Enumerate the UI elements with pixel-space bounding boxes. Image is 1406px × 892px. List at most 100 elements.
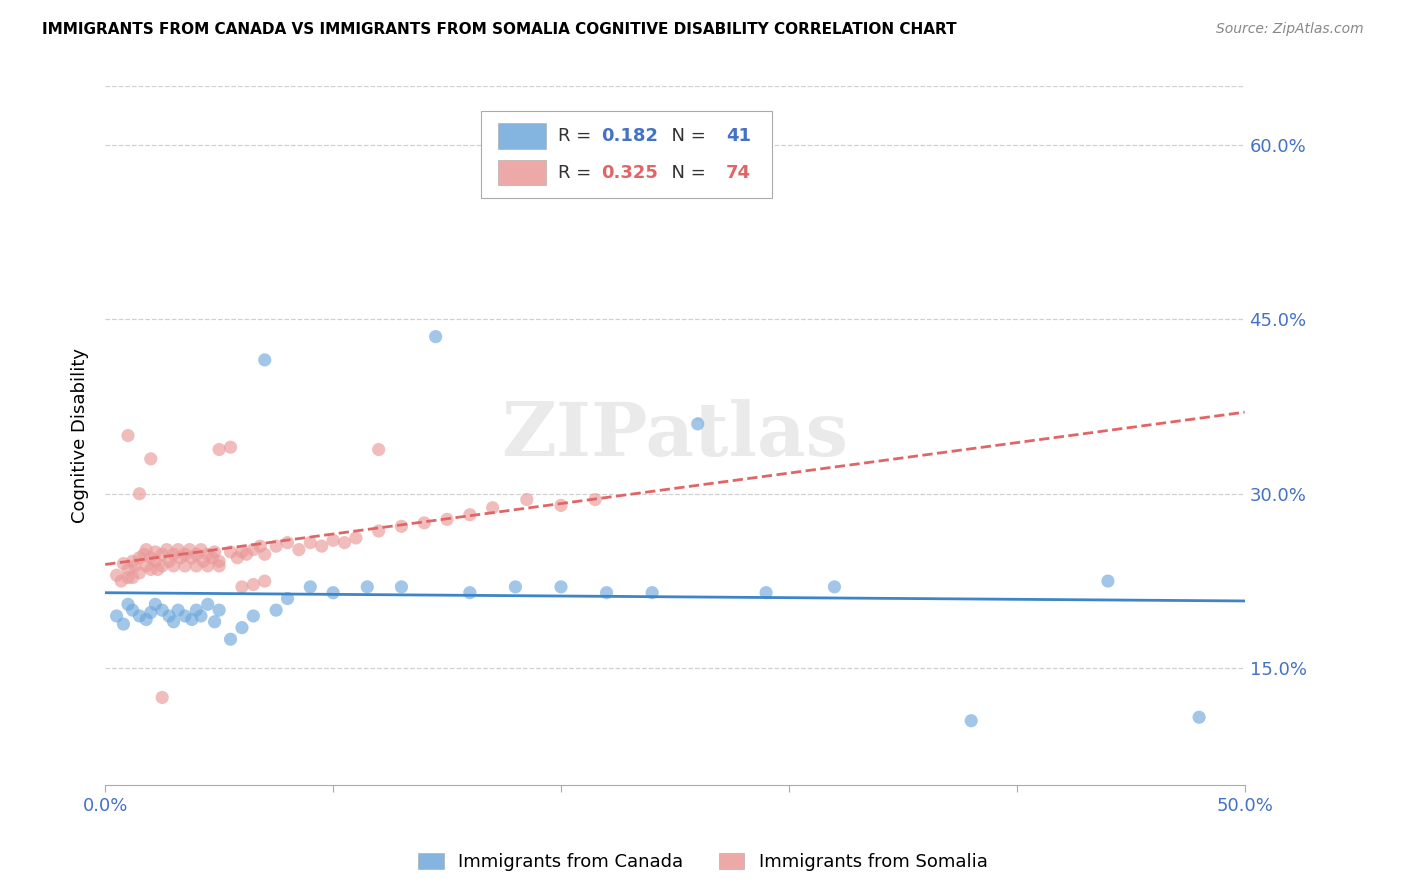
Point: [550, 580, 572, 594]
Point: [458, 585, 481, 599]
Point: [124, 558, 146, 573]
Point: [595, 585, 617, 599]
Point: [391, 519, 413, 533]
Point: [208, 603, 231, 617]
Point: [425, 329, 447, 343]
Point: [135, 558, 157, 573]
Point: [249, 539, 271, 553]
Point: [135, 542, 157, 557]
Point: [112, 617, 135, 632]
Point: [219, 632, 242, 647]
Point: [180, 612, 202, 626]
Point: [186, 547, 208, 561]
Point: [105, 568, 128, 582]
Point: [167, 542, 190, 557]
Point: [583, 492, 606, 507]
Text: N =: N =: [661, 127, 711, 145]
Point: [299, 535, 322, 549]
Point: [204, 545, 226, 559]
Point: [264, 603, 287, 617]
Text: 74: 74: [727, 164, 751, 182]
Point: [117, 598, 139, 612]
Point: [322, 533, 344, 548]
Point: [150, 690, 173, 705]
Point: [264, 539, 287, 553]
Text: IMMIGRANTS FROM CANADA VS IMMIGRANTS FROM SOMALIA COGNITIVE DISABILITY CORRELATI: IMMIGRANTS FROM CANADA VS IMMIGRANTS FRO…: [42, 22, 957, 37]
Point: [299, 580, 322, 594]
Point: [112, 557, 135, 571]
Point: [139, 550, 162, 565]
Point: [150, 558, 173, 573]
Point: [162, 558, 184, 573]
Point: [197, 547, 219, 561]
Point: [139, 451, 162, 466]
Point: [253, 574, 276, 588]
Point: [157, 554, 180, 568]
Point: [121, 570, 143, 584]
Point: [186, 603, 208, 617]
Point: [242, 577, 264, 591]
Text: 41: 41: [727, 127, 751, 145]
Point: [150, 603, 173, 617]
Point: [333, 535, 356, 549]
Point: [190, 542, 212, 557]
Point: [121, 603, 143, 617]
Point: [242, 542, 264, 557]
Point: [117, 562, 139, 576]
Point: [169, 550, 191, 565]
Point: [128, 609, 150, 624]
Point: [208, 558, 231, 573]
Point: [276, 591, 298, 606]
Point: [162, 547, 184, 561]
Text: Source: ZipAtlas.com: Source: ZipAtlas.com: [1216, 22, 1364, 37]
Point: [128, 566, 150, 580]
Point: [458, 508, 481, 522]
Point: [641, 585, 664, 599]
Point: [197, 598, 219, 612]
Point: [156, 542, 179, 557]
FancyBboxPatch shape: [481, 111, 772, 198]
Point: [186, 558, 208, 573]
Point: [344, 531, 367, 545]
Text: R =: R =: [558, 164, 596, 182]
Point: [226, 550, 249, 565]
Point: [190, 609, 212, 624]
Point: [204, 615, 226, 629]
Point: [143, 554, 166, 568]
Point: [322, 585, 344, 599]
Point: [208, 554, 231, 568]
Point: [960, 714, 983, 728]
FancyBboxPatch shape: [498, 123, 546, 149]
Point: [231, 545, 253, 559]
Point: [356, 580, 378, 594]
Point: [167, 603, 190, 617]
Text: R =: R =: [558, 127, 596, 145]
Point: [253, 352, 276, 367]
Point: [1188, 710, 1211, 724]
Text: N =: N =: [661, 164, 711, 182]
Point: [139, 562, 162, 576]
Point: [121, 554, 143, 568]
Point: [139, 606, 162, 620]
Point: [132, 547, 155, 561]
Point: [174, 547, 197, 561]
Point: [219, 545, 242, 559]
Point: [105, 609, 128, 624]
Point: [505, 580, 527, 594]
Point: [143, 545, 166, 559]
Point: [128, 487, 150, 501]
Point: [436, 512, 458, 526]
Point: [367, 442, 389, 457]
Legend: Immigrants from Canada, Immigrants from Somalia: Immigrants from Canada, Immigrants from …: [411, 846, 995, 879]
Point: [231, 580, 253, 594]
Point: [201, 550, 224, 565]
Point: [117, 570, 139, 584]
Y-axis label: Cognitive Disability: Cognitive Disability: [72, 348, 89, 523]
Point: [180, 550, 202, 565]
FancyBboxPatch shape: [498, 161, 546, 186]
Point: [823, 580, 845, 594]
Point: [481, 500, 503, 515]
Point: [117, 428, 139, 442]
Point: [146, 562, 169, 576]
Text: 0.325: 0.325: [600, 164, 658, 182]
